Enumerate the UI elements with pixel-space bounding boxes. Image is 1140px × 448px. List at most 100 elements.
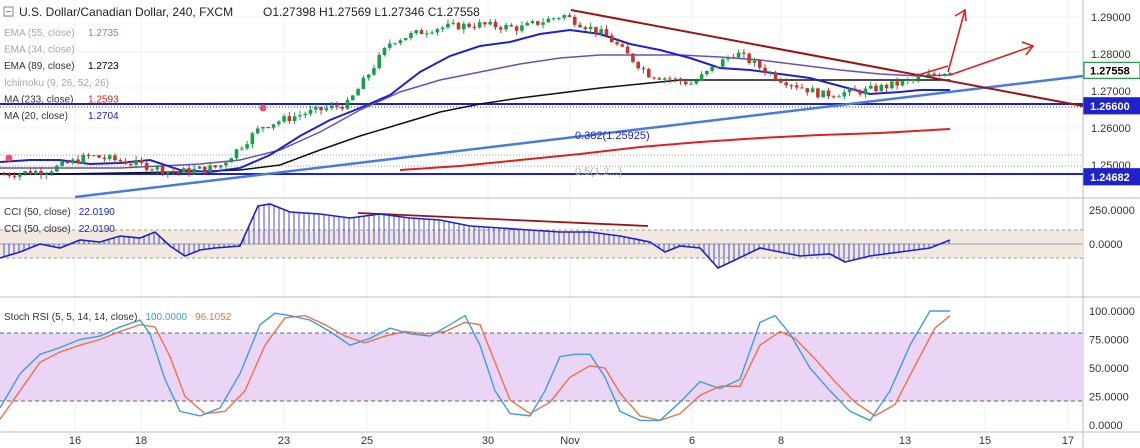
candle-body (76, 159, 80, 164)
candle-body (668, 78, 672, 80)
candle-body (837, 96, 841, 98)
candle-body (493, 21, 498, 28)
stoch-d-line[interactable] (0, 314, 951, 422)
candle-body (673, 78, 677, 80)
candle-body (435, 29, 440, 33)
ma-20-line[interactable] (0, 28, 950, 174)
time-tick: 8 (778, 435, 784, 447)
candle-body (329, 105, 334, 109)
candle-body (208, 165, 212, 173)
candle-body (805, 88, 810, 93)
candle-body (298, 115, 302, 117)
candle-body (831, 96, 836, 98)
candle-body (763, 67, 767, 73)
candle-body (541, 22, 545, 25)
candle-body (203, 166, 207, 173)
candle-body (921, 75, 926, 77)
stoch-tick: 100.0000 (1089, 306, 1135, 318)
legend-item[interactable]: EMA (89, close) 1.2723 (4, 61, 119, 72)
fib-label-05: 0.5(1.2...) (575, 166, 622, 178)
candle-body (139, 160, 144, 163)
candle-body (409, 33, 413, 39)
stoch-tick: 25.0000 (1089, 392, 1129, 404)
price-tick: 1.27000 (1091, 86, 1131, 98)
candle-body (504, 24, 508, 30)
candle-body (166, 171, 170, 174)
candle-body (398, 40, 403, 44)
candle-body (916, 76, 921, 80)
candle-body (483, 22, 487, 25)
symbol-title: U.S. Dollar/Canadian Dollar, 240, FXCM (19, 5, 233, 19)
candle-body (567, 15, 572, 17)
candle-body (150, 169, 154, 171)
candle-body (599, 29, 603, 34)
candle-body (779, 79, 783, 83)
candle-body (387, 43, 392, 48)
legend-item[interactable]: EMA (34, close) (4, 45, 75, 56)
candle-body (726, 57, 730, 60)
candle-body (361, 77, 366, 89)
cci-line[interactable] (0, 203, 951, 269)
candle-body (250, 133, 255, 145)
candle-body (768, 72, 773, 74)
indicator-legend[interactable]: EMA (55, close) 1.2735 EMA (34, close) EMA … (4, 28, 119, 122)
falling-trendline[interactable] (570, 9, 1084, 107)
candle-body (551, 18, 556, 20)
candle-body (488, 21, 493, 25)
candle-body (562, 15, 567, 18)
candle-body (842, 92, 847, 97)
rising-trendline[interactable] (74, 74, 1084, 199)
candle-body (419, 30, 424, 35)
ma-233-line[interactable] (399, 128, 951, 171)
candle-body (229, 158, 234, 163)
candle-body (118, 160, 123, 162)
candle-body (160, 166, 165, 174)
candle-body (705, 70, 709, 75)
candlestick-series[interactable] (2, 12, 952, 181)
candle-body (324, 108, 329, 111)
candle-body (28, 171, 33, 175)
candle-body (55, 165, 59, 172)
candle-body (123, 161, 128, 165)
candle-body (932, 73, 936, 75)
candle-body (97, 155, 101, 158)
legend-item[interactable]: MA (20, close) 1.2704 (4, 111, 119, 122)
stoch-tick: 75.0000 (1089, 335, 1129, 347)
candle-body (134, 160, 138, 165)
candle-body (467, 23, 471, 27)
stoch-k-line[interactable] (0, 310, 950, 422)
time-tick: 15 (979, 435, 991, 447)
legend-item[interactable]: EMA (55, close) 1.2735 (4, 28, 119, 39)
price-axis[interactable]: 1.290001.280001.270001.260001.250001.275… (1083, 12, 1140, 186)
legend-item[interactable]: MA (233, close) 1.2593 (4, 94, 119, 105)
legend-item[interactable]: Ichimoku (9, 26, 52, 26) (4, 78, 109, 89)
candle-body (800, 87, 804, 89)
candle-body (451, 22, 456, 24)
time-axis[interactable]: 16 18 23 25 30 Nov 6 8 13 15 17 (69, 435, 1074, 447)
candle-body (92, 155, 96, 157)
candle-body (23, 171, 27, 174)
candle-body (646, 69, 651, 78)
candle-body (615, 42, 619, 45)
candle-body (60, 161, 64, 166)
candle-body (520, 25, 524, 31)
candle-body (197, 166, 202, 169)
candle-body (662, 78, 667, 80)
candle-body (171, 171, 175, 173)
candle-body (282, 116, 286, 122)
price-badge (1083, 168, 1140, 186)
price-badge-label: 1.27558 (1090, 65, 1130, 77)
candle-body (218, 165, 223, 168)
candle-body (636, 61, 640, 69)
ema-34-line[interactable] (0, 54, 951, 169)
candle-body (393, 43, 397, 45)
pivot-marker (259, 104, 267, 112)
candle-body (858, 90, 862, 95)
candle-body (18, 173, 22, 177)
candle-body (853, 88, 857, 91)
candle-body (424, 33, 429, 35)
candle-body (604, 29, 609, 36)
candle-body (277, 121, 281, 125)
price-badge-label: 1.24682 (1090, 172, 1130, 184)
